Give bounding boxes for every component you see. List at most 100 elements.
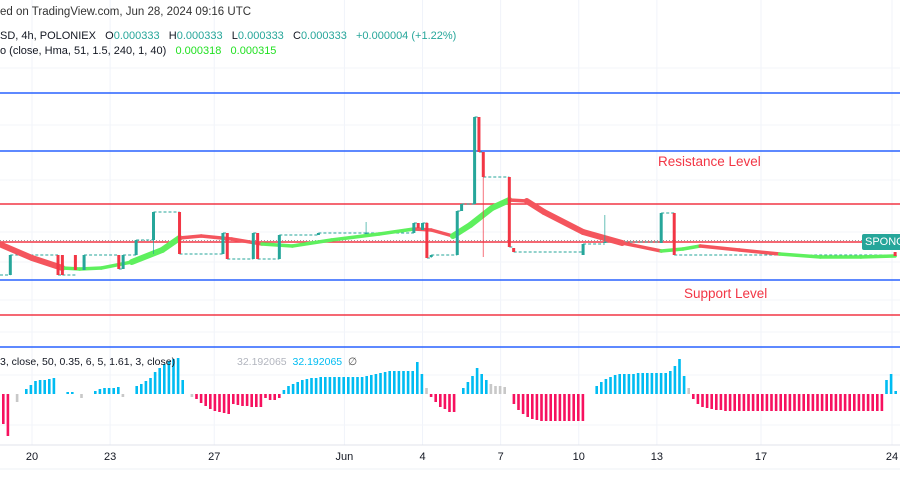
candle-down	[672, 213, 676, 255]
oscillator-bar	[521, 394, 525, 414]
oscillator-bar	[222, 394, 226, 413]
last-price-tag: SPONG	[862, 234, 900, 250]
hma-segment	[580, 229, 626, 246]
oscillator-bar	[370, 375, 373, 394]
oscillator-bar	[659, 373, 663, 394]
candle-down	[512, 248, 516, 252]
oscillator-bar	[885, 380, 888, 394]
oscillator-bar	[692, 394, 695, 399]
candle-down	[477, 117, 481, 152]
oscillator-bar	[337, 377, 341, 394]
oscillator-bar	[48, 379, 51, 394]
oscillator-bar	[333, 377, 336, 394]
oscillator-bar	[664, 373, 667, 394]
oscillator-bar	[291, 384, 295, 394]
time-tick-label: 13	[650, 451, 663, 463]
oscillator-bar	[512, 394, 516, 404]
candle-down	[117, 255, 121, 269]
hma-segment	[859, 254, 897, 259]
oscillator-bar	[393, 371, 396, 394]
oscillator-bar	[232, 394, 235, 404]
open-value: 0.000333	[113, 30, 160, 42]
low-label: L	[231, 30, 238, 42]
oscillator-bar	[793, 394, 796, 411]
oscillator-bar	[871, 394, 874, 411]
oscillator-bar	[98, 389, 102, 394]
oscillator-bar	[388, 371, 391, 394]
oscillator-bar	[779, 394, 782, 411]
candle-up	[8, 255, 12, 275]
symbol-info[interactable]: SD, 4h, POLONIEX	[0, 30, 96, 42]
oscillator-bar	[673, 366, 677, 394]
oscillator-bar	[839, 394, 842, 411]
candle-down	[416, 223, 420, 228]
oscillator-bar	[705, 394, 709, 408]
symbol-legend: SD, 4h, POLONIEX O0.000333 H0.000333 L0.…	[0, 30, 456, 42]
candle-up	[221, 233, 225, 254]
candle-up	[121, 255, 125, 269]
oscillator-bar	[172, 359, 175, 394]
oscillator-bar	[452, 394, 456, 412]
oscillator-bar	[429, 394, 433, 397]
hma-segment	[488, 197, 513, 211]
oscillator-bar	[650, 373, 654, 394]
oscillator-bar	[379, 373, 382, 394]
oscillator-bar	[301, 380, 304, 394]
oscillator-legend[interactable]: 3, close, 50, 0.35, 6, 5, 1.61, 3, close…	[0, 356, 176, 368]
oscillator-bar	[158, 368, 161, 394]
oscillator-bar	[862, 394, 865, 411]
oscillator-bar	[825, 394, 828, 411]
oscillator-bar	[618, 374, 621, 394]
oscillator-bar	[365, 376, 368, 394]
oscillator-bar	[498, 386, 502, 394]
oscillator-bar	[728, 394, 732, 411]
oscillator-bar	[314, 378, 318, 394]
hma-segment	[177, 234, 203, 240]
candle-up	[316, 233, 320, 235]
candle-up	[659, 213, 663, 243]
candle-down	[73, 255, 77, 270]
oscillator-bar	[572, 394, 575, 421]
candle-up	[277, 235, 281, 259]
oscillator-bar	[324, 377, 327, 394]
hma-segment	[541, 209, 587, 235]
oscillator-bar	[604, 379, 608, 394]
grid	[0, 0, 900, 445]
oscillator-bar	[268, 394, 272, 400]
oscillator-bar	[2, 394, 5, 424]
oscillator-bar	[176, 358, 180, 394]
hma-segment	[260, 242, 295, 248]
oscillator-bar	[669, 371, 672, 394]
oscillator-bar	[857, 394, 861, 411]
oscillator-bar	[788, 394, 792, 411]
candle-down	[225, 233, 229, 259]
high-label: H	[168, 30, 177, 42]
oscillator-bar	[153, 372, 157, 394]
oscillator-bar	[342, 377, 345, 394]
time-tick-label: 7	[497, 451, 504, 463]
hma-segment	[128, 247, 166, 265]
candle-up	[473, 117, 477, 204]
oscillator-bar	[761, 394, 764, 411]
oscillator-bar	[296, 382, 299, 394]
hma-segment	[0, 242, 35, 261]
resistance-label: Resistance Level	[658, 154, 761, 169]
oscillator-histogram	[2, 358, 897, 436]
oscillator-bar	[34, 381, 37, 394]
oscillator-bar	[416, 362, 419, 394]
oscillator-bar	[848, 394, 851, 411]
oscillator-bar	[52, 378, 56, 394]
candle-down	[256, 233, 260, 259]
candle-down	[893, 252, 897, 256]
oscillator-bar	[15, 394, 19, 402]
oscillator-bar	[121, 394, 125, 397]
oscillator-bar	[6, 394, 10, 436]
oscillator-bar	[807, 394, 810, 411]
oscillator-bar	[140, 384, 143, 394]
oscillator-bar	[402, 371, 405, 394]
oscillator-bar	[181, 380, 184, 394]
oscillator-bar	[218, 394, 221, 412]
hma-legend[interactable]: o (close, Hma, 51, 1.5, 240, 1, 40) 0.00…	[0, 45, 276, 57]
oscillator-bar	[738, 394, 741, 411]
